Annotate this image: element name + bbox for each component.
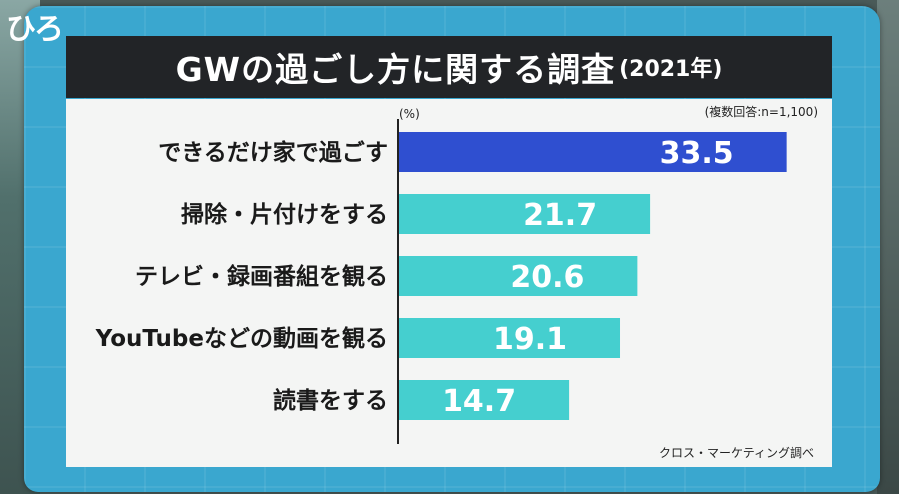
value-label-2: 20.6 — [510, 260, 584, 295]
unit-label: (%) — [399, 107, 420, 121]
bar-4 — [399, 380, 570, 420]
category-label-4: 読書をする — [273, 387, 388, 414]
bar-0 — [399, 132, 787, 172]
studio-background-right — [877, 0, 899, 494]
value-label-0: 33.5 — [660, 136, 734, 171]
chart-panel: できるだけ家で過ごす 33.5 掃除・片付けをする 21.7 テレビ・録画番組を観る 20… — [66, 99, 832, 467]
category-label-0: できるだけ家で過ごす — [158, 139, 388, 166]
chart-title: GWの過ごし方に関する調査 — [175, 50, 616, 89]
channel-logo: ひろ — [6, 12, 64, 47]
category-label-2: テレビ・録画番組を観る — [135, 263, 388, 290]
category-label-3: YouTubeなどの動画を観る — [95, 325, 388, 352]
bar-chart: できるだけ家で過ごす 33.5 掃除・片付けをする 21.7 テレビ・録画番組を観る 20… — [95, 119, 787, 444]
bar-1 — [399, 194, 651, 234]
category-label-1: 掃除・片付けをする — [181, 201, 388, 228]
value-label-3: 19.1 — [493, 322, 567, 357]
bar-3 — [399, 318, 621, 358]
bar-2 — [399, 256, 638, 296]
sample-note: (複数回答:n=1,100) — [704, 105, 818, 119]
title-bar: GWの過ごし方に関する調査 (2021年) — [66, 36, 832, 98]
source-note: クロス・マーケティング調べ — [658, 446, 814, 460]
value-label-4: 14.7 — [442, 384, 516, 419]
value-label-1: 21.7 — [523, 198, 597, 233]
chart-title-year: (2021年) — [619, 57, 723, 82]
